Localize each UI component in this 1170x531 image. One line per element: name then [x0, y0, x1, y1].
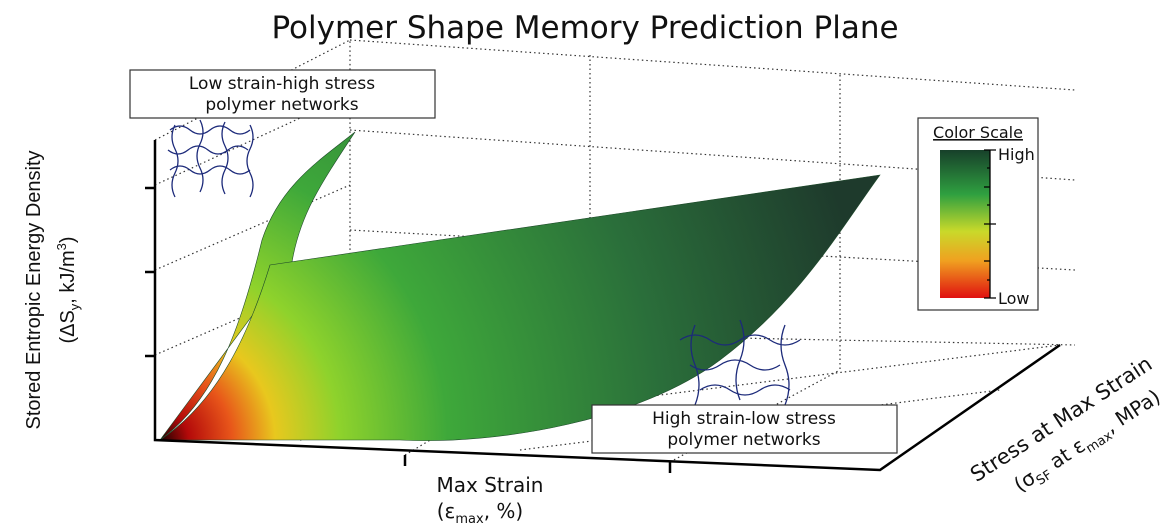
label-part: max [455, 512, 484, 527]
network-icon [167, 119, 801, 406]
x-axis-label: Max Strain [437, 473, 544, 497]
annotation: Low strain-high stress [189, 74, 375, 94]
annotation-box [129, 69, 436, 119]
annotation: High strain-low stress [652, 409, 836, 429]
y-label-line: (ΔSy, kJ/m3) [54, 236, 82, 343]
annotation: polymer networks [667, 430, 820, 450]
colorbar-label: Low [998, 289, 1030, 308]
colorbar-label: High [998, 145, 1035, 164]
label-part: (σ [1009, 465, 1040, 496]
z-axis-label: Stress at Max Strain (σSF at εmax, MPa) [966, 352, 1165, 497]
label-part: , %) [484, 499, 524, 523]
colorbar-title: Color Scale [933, 123, 1023, 142]
label-part: ) [57, 236, 79, 243]
annotation-box [591, 404, 898, 454]
x-axis-label: (εmax, %) [437, 499, 523, 527]
annotation: polymer networks [205, 95, 358, 115]
y-axis-label: Stored Entropic Energy Density (ΔSy, kJ/… [23, 150, 82, 429]
label-part: 3 [54, 243, 69, 250]
label-part: (ΔS [57, 310, 79, 343]
surface [159, 131, 881, 441]
label-part: , kJ/m [57, 250, 79, 303]
chart-title: Polymer Shape Memory Prediction Plane [271, 10, 898, 46]
axes [145, 140, 1061, 473]
label-part: SF [1034, 468, 1055, 489]
colorbar [940, 150, 990, 298]
y-label-line: Stored Entropic Energy Density [23, 150, 45, 429]
colorbar-ticks [984, 149, 996, 299]
label-part: (ε [437, 499, 456, 523]
label-part: y [67, 303, 82, 310]
